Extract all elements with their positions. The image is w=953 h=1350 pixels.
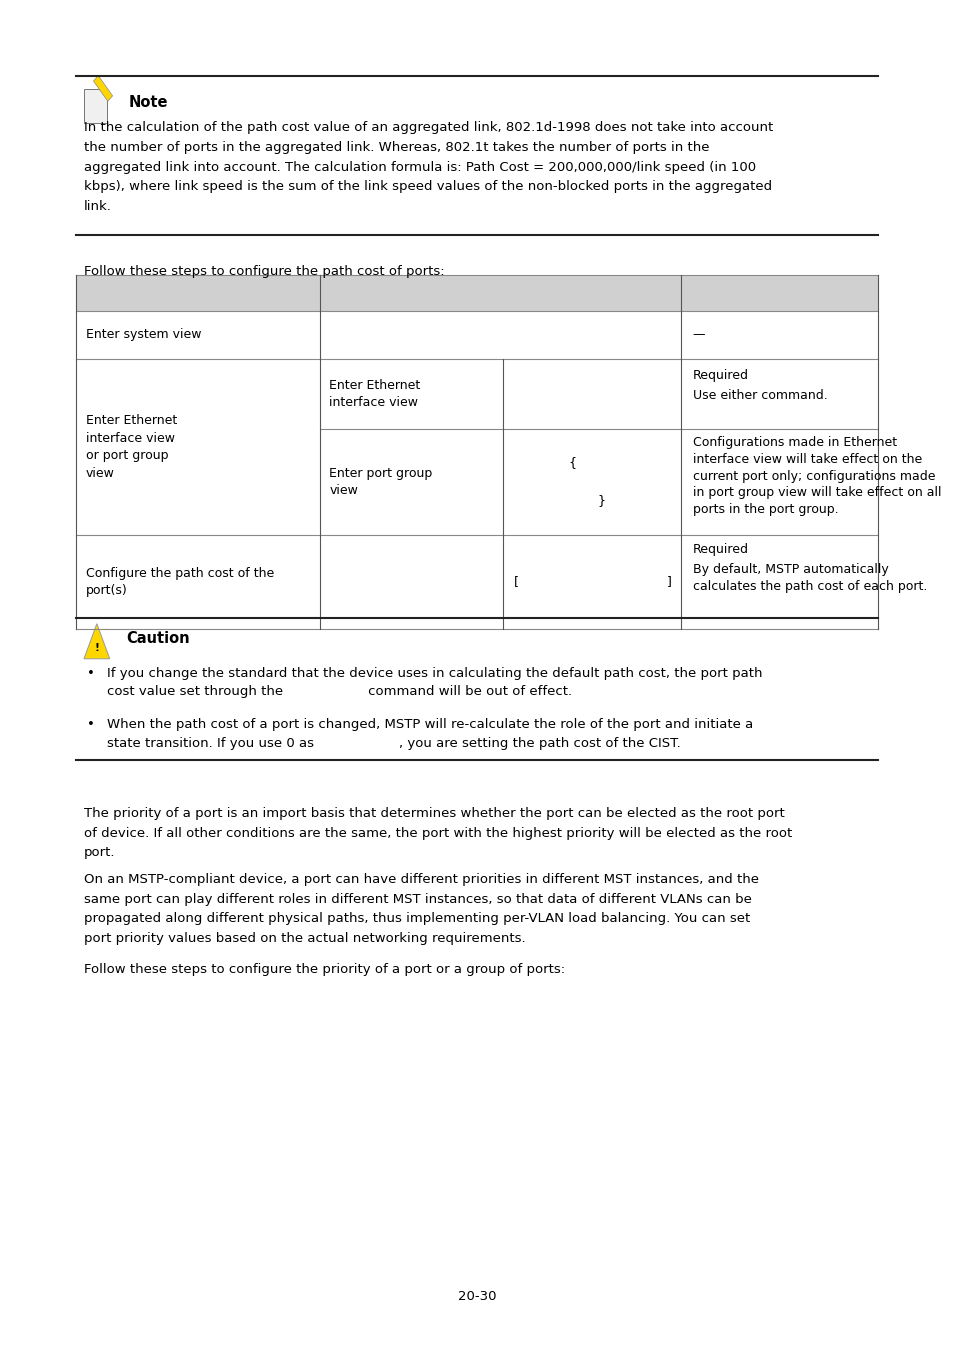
Text: Configurations made in Ethernet
interface view will take effect on the
current p: Configurations made in Ethernet interfac…: [692, 436, 940, 516]
Text: Enter system view: Enter system view: [86, 328, 201, 342]
Polygon shape: [84, 624, 110, 659]
Text: Follow these steps to configure the priority of a port or a group of ports:: Follow these steps to configure the prio…: [84, 963, 564, 976]
Text: [: [: [514, 575, 518, 589]
Text: On an MSTP-compliant device, a port can have different priorities in different M: On an MSTP-compliant device, a port can …: [84, 873, 759, 945]
Text: 20-30: 20-30: [457, 1289, 496, 1303]
Text: When the path cost of a port is changed, MSTP will re-calculate the role of the : When the path cost of a port is changed,…: [107, 718, 752, 749]
Text: Enter port group
view: Enter port group view: [329, 467, 432, 497]
Text: Required: Required: [692, 369, 748, 382]
Polygon shape: [93, 76, 112, 101]
Text: Enter Ethernet
interface view
or port group
view: Enter Ethernet interface view or port gr…: [86, 414, 177, 479]
Text: If you change the standard that the device uses in calculating the default path : If you change the standard that the devi…: [107, 667, 761, 698]
Text: Use either command.: Use either command.: [692, 389, 826, 402]
Text: By default, MSTP automatically
calculates the path cost of each port.: By default, MSTP automatically calculate…: [692, 563, 926, 593]
Text: !: !: [94, 643, 99, 653]
Text: }: }: [597, 494, 605, 508]
Text: The priority of a port is an import basis that determines whether the port can b: The priority of a port is an import basi…: [84, 807, 791, 860]
Text: Caution: Caution: [126, 630, 190, 647]
Text: Follow these steps to configure the path cost of ports:: Follow these steps to configure the path…: [84, 265, 444, 278]
Bar: [76, 275, 877, 629]
Text: •: •: [87, 667, 94, 680]
Text: Configure the path cost of the
port(s): Configure the path cost of the port(s): [86, 567, 274, 597]
Text: Required: Required: [692, 543, 748, 556]
Text: —: —: [692, 328, 704, 342]
Bar: [76, 275, 877, 310]
Text: Note: Note: [129, 95, 168, 111]
Text: ]: ]: [666, 575, 671, 589]
Text: In the calculation of the path cost value of an aggregated link, 802.1d-1998 doe: In the calculation of the path cost valu…: [84, 122, 772, 212]
FancyBboxPatch shape: [84, 89, 107, 123]
Text: {: {: [568, 456, 577, 470]
Text: •: •: [87, 718, 94, 732]
Text: Enter Ethernet
interface view: Enter Ethernet interface view: [329, 379, 420, 409]
